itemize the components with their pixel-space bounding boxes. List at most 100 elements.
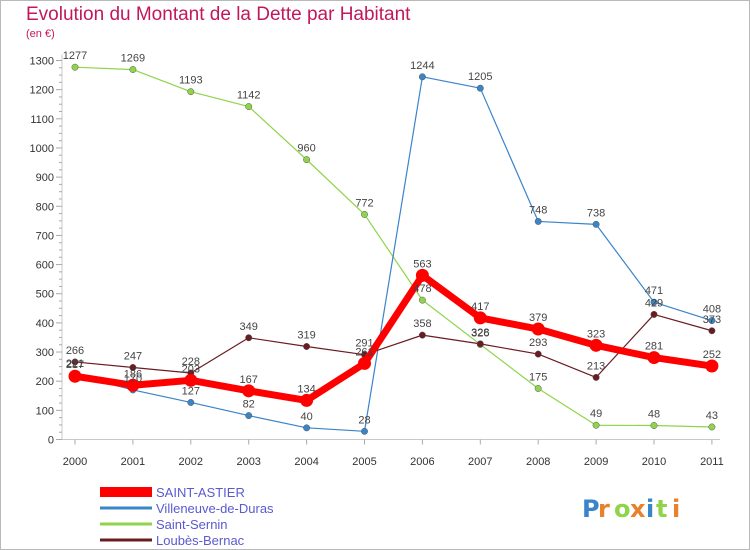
x-tick-label: 2002 [179, 456, 203, 468]
data-label: 748 [529, 204, 547, 216]
data-point [245, 334, 253, 342]
series-line [74, 271, 713, 404]
data-label: 478 [413, 283, 431, 295]
data-point [187, 399, 195, 406]
data-point [589, 338, 603, 352]
data-label: 319 [297, 329, 315, 341]
data-point [303, 156, 311, 164]
data-point [708, 423, 716, 431]
x-tick-label: 2006 [410, 456, 434, 468]
x-tick-label: 2000 [63, 456, 87, 468]
data-label: 1277 [63, 50, 87, 62]
data-point [187, 88, 195, 96]
data-label: 167 [240, 374, 258, 386]
data-label: 40 [300, 411, 312, 423]
data-label: 48 [648, 409, 660, 421]
data-point [473, 311, 487, 325]
data-point [129, 364, 137, 371]
data-label: 82 [243, 399, 255, 411]
data-point [418, 296, 426, 304]
data-point [126, 378, 140, 392]
data-point [534, 217, 542, 225]
data-point [705, 359, 719, 373]
data-point [531, 322, 545, 336]
x-tick-label: 2004 [294, 456, 318, 468]
y-tick-label: 700 [36, 230, 54, 242]
y-tick-label: 1100 [30, 114, 54, 126]
legend: SAINT-ASTIERVilleneuve-de-DurasSaint-Ser… [100, 485, 274, 548]
y-tick-label: 500 [36, 289, 54, 301]
data-label: 379 [529, 312, 547, 324]
data-label: 186 [124, 368, 142, 380]
data-label: 127 [182, 385, 200, 397]
data-label: 349 [240, 321, 258, 333]
y-tick-label: 1300 [30, 56, 54, 68]
data-label: 134 [297, 383, 315, 395]
data-point [592, 373, 600, 381]
data-labels: 217 186 203 167 134 261 563 417 379 323 281 252 221 1… [63, 50, 721, 426]
unit-label: (en €) [26, 28, 55, 40]
data-label: 293 [529, 337, 547, 349]
x-tick-label: 2007 [468, 456, 492, 468]
y-tick-label: 0 [48, 435, 54, 447]
data-label: 170 [124, 373, 142, 385]
data-point [534, 350, 542, 358]
data-point [592, 421, 600, 429]
data-point [418, 73, 426, 81]
data-point [650, 422, 658, 429]
legend-swatch [100, 538, 152, 542]
data-label: 217 [66, 359, 84, 371]
data-point [592, 220, 600, 228]
data-label: 203 [182, 363, 200, 375]
y-tick-label: 600 [36, 260, 54, 272]
logo-letter: t [656, 495, 667, 523]
data-point [650, 310, 658, 318]
data-label: 49 [590, 408, 602, 420]
legend-swatch [100, 522, 152, 526]
data-point [71, 63, 79, 71]
logo-letter: x [630, 495, 646, 523]
x-tick-label: 2003 [236, 456, 260, 468]
series-line [74, 66, 712, 428]
data-label: 738 [587, 207, 605, 219]
data-point [242, 384, 256, 398]
data-point [647, 351, 661, 365]
y-tick-label: 400 [36, 318, 54, 330]
data-label: 28 [358, 414, 370, 426]
data-point [361, 427, 368, 435]
data-label: 358 [413, 318, 431, 330]
logo-letter: r [598, 495, 610, 523]
data-label: 252 [703, 349, 721, 361]
x-tick-label: 2010 [642, 456, 666, 468]
legend-label: Villeneuve-de-Duras [156, 501, 274, 516]
data-point [245, 103, 253, 111]
data-label: 266 [66, 345, 84, 357]
data-label: 281 [645, 341, 663, 353]
data-point [245, 412, 253, 420]
series-saint-sernin [71, 63, 716, 431]
data-label: 772 [355, 197, 373, 209]
y-tick-label: 200 [36, 376, 54, 388]
data-label: 213 [587, 360, 605, 372]
data-point [68, 369, 82, 383]
logo-letter: i [672, 495, 680, 523]
x-tick-label: 2009 [584, 456, 608, 468]
data-label: 563 [413, 258, 431, 270]
data-label: 323 [587, 328, 605, 340]
data-label: 175 [529, 371, 547, 383]
data-label: 326 [471, 327, 489, 339]
data-label: 43 [706, 410, 718, 422]
data-label: 228 [182, 356, 200, 368]
data-point [129, 66, 137, 73]
data-point [415, 268, 429, 282]
legend-label: Saint-Sernin [156, 517, 228, 532]
x-tick-label: 2001 [121, 456, 145, 468]
data-label: 417 [471, 301, 489, 313]
data-point [534, 385, 542, 392]
data-point [708, 327, 716, 335]
data-point [71, 358, 79, 366]
data-label: 373 [703, 314, 721, 326]
data-point [708, 317, 716, 325]
